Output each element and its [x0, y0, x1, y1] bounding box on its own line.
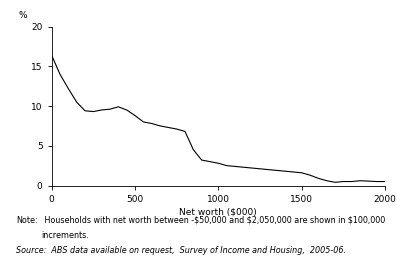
- Text: increments.: increments.: [42, 231, 89, 240]
- Text: %: %: [18, 11, 27, 20]
- Text: Source:  ABS data available on request,  Survey of Income and Housing,  2005-06.: Source: ABS data available on request, S…: [16, 246, 346, 255]
- X-axis label: Net worth ($000): Net worth ($000): [179, 208, 257, 217]
- Text: Households with net worth between -$50,000 and $2,050,000 are shown in $100,000: Households with net worth between -$50,0…: [42, 216, 385, 225]
- Text: Note:: Note:: [16, 216, 37, 225]
